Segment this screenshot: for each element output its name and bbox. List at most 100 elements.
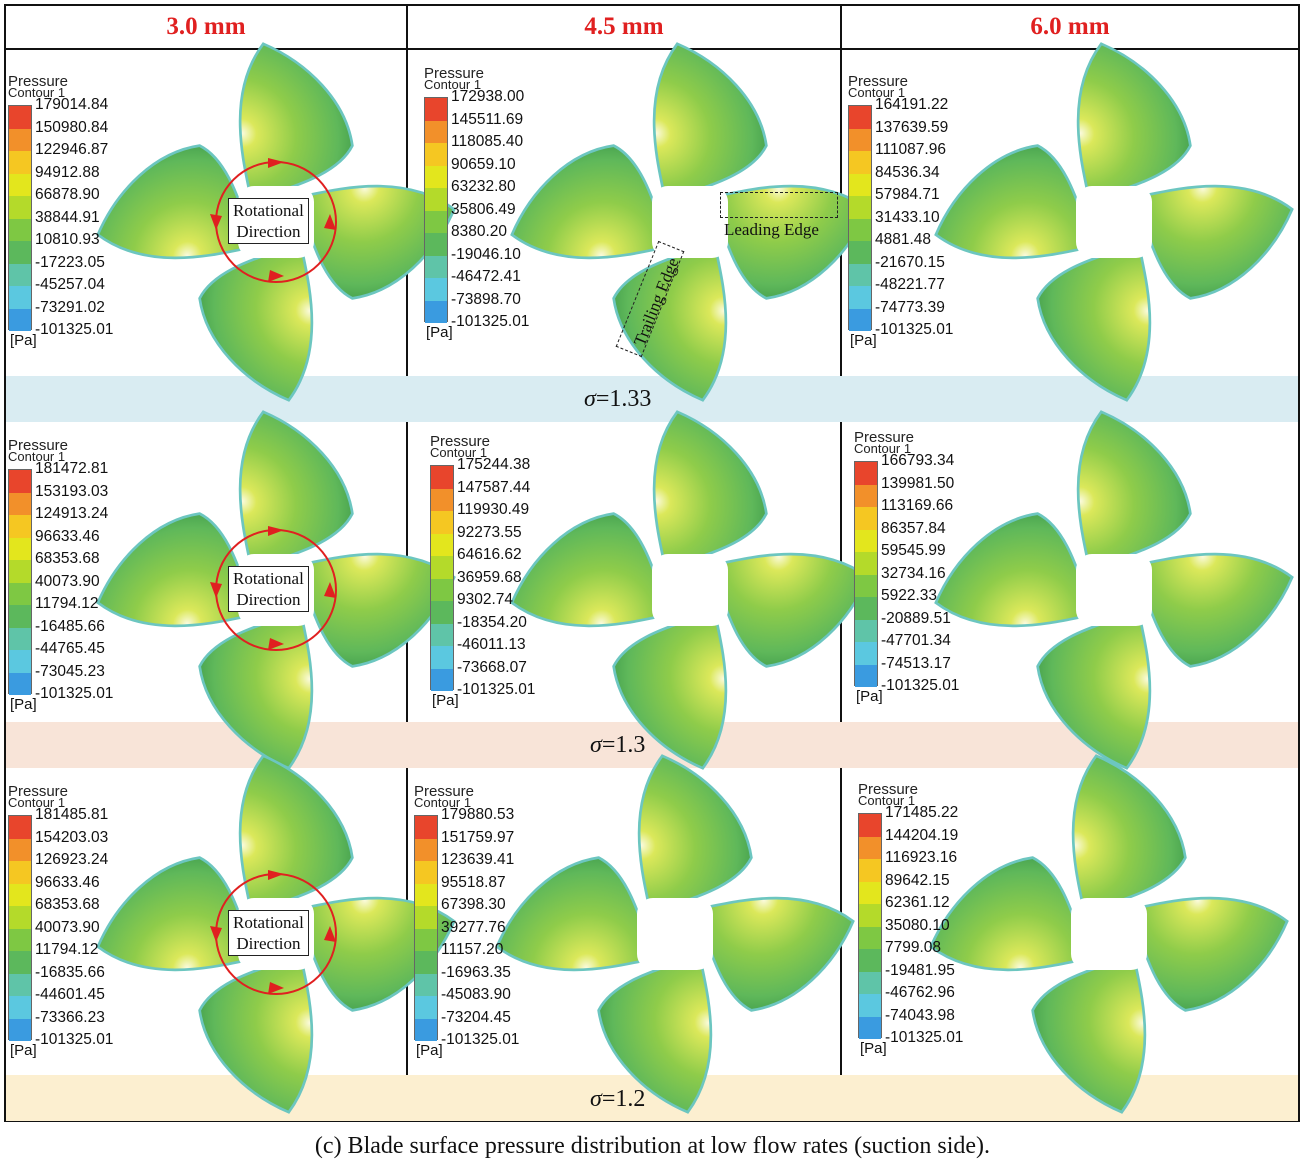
legend-tick-label: -73045.23 [35, 662, 105, 680]
legend-tick-label: -45257.04 [35, 276, 105, 293]
sigma-label-row2: σ=1.3 [590, 732, 646, 758]
legend-tick-label: -19046.10 [451, 245, 521, 263]
legend-tick-label: 123639.41 [441, 851, 515, 868]
blade-4 [510, 512, 667, 628]
legend-swatch [9, 286, 31, 309]
legend-swatch [9, 106, 31, 129]
legend-swatch [855, 507, 877, 530]
blade-2 [299, 552, 456, 668]
legend-swatch [9, 582, 31, 605]
rotation-arrow-circle [210, 870, 337, 995]
legend-title: Pressure [8, 783, 69, 800]
legend-swatch [425, 300, 447, 323]
legend-tick-label: -101325.01 [441, 1031, 520, 1048]
legend-swatch [415, 1018, 437, 1041]
legend-swatch [9, 470, 31, 493]
header-divider [6, 48, 1298, 50]
legend-swatch [415, 838, 437, 861]
blade-4 [510, 144, 667, 260]
legend-swatch [849, 106, 871, 129]
legend-tick-label: 92273.55 [457, 523, 522, 541]
blade-3 [1036, 613, 1152, 770]
blade-3 [198, 245, 314, 402]
legend-tick-label: 119930.49 [457, 501, 530, 518]
contour-cell-r2-c1: Pressure Contour 1 181472.81 153193.03 12491… [6, 410, 456, 770]
legend-swatch [9, 861, 31, 884]
legend-tick-label: -44601.45 [35, 986, 105, 1003]
legend-tick-label: 32734.16 [881, 564, 946, 582]
legend-swatch [425, 120, 447, 143]
legend-tick-label: -20889.51 [881, 609, 951, 627]
blade-3 [612, 613, 728, 770]
legend-swatch [431, 511, 453, 534]
blade-4 [929, 856, 1086, 972]
legend-tick-label: 118085.40 [451, 133, 524, 150]
legend-tick-label: -17223.05 [35, 253, 105, 271]
legend-tick-label: 11794.12 [35, 941, 99, 958]
blade-1 [652, 410, 768, 567]
legend-tick-label: 150980.84 [35, 118, 109, 136]
legend-colorbar [854, 461, 878, 687]
legend-title: Pressure [848, 73, 909, 90]
legend-tick-label: -74773.39 [875, 298, 945, 316]
legend-tick-label: 59545.99 [881, 542, 946, 559]
legend-tick-label: 90659.10 [451, 155, 516, 173]
legend-swatch [425, 143, 447, 166]
legend-tick-label: 116923.16 [885, 849, 958, 866]
legend-swatch [425, 188, 447, 211]
legend-swatch [855, 664, 877, 687]
propeller-contour-plot [510, 410, 870, 770]
legend-tick-label: 126923.24 [35, 851, 109, 868]
legend-swatch [431, 533, 453, 556]
legend-tick-label: -73291.02 [35, 298, 105, 316]
column-header-4-5mm: 4.5 mm [584, 13, 664, 40]
legend-swatch [859, 949, 881, 972]
propeller-contour-plot [929, 754, 1289, 1114]
blade-4 [96, 512, 253, 628]
legend-tick-label: 139981.50 [881, 474, 955, 492]
legend-subtitle: Contour 1 [848, 85, 906, 100]
legend-tick-label: -47701.34 [881, 632, 951, 649]
legend-tick-label: 57984.71 [875, 186, 940, 203]
legend-tick-label: -101325.01 [457, 681, 536, 698]
legend-tick-label: 137639.59 [875, 118, 949, 136]
blade-3 [612, 245, 728, 402]
legend-tick-label: 40073.90 [35, 572, 100, 590]
blade-2 [713, 184, 870, 300]
legend-tick-label: -73204.45 [441, 1008, 511, 1026]
hub-opening [637, 898, 713, 970]
legend-swatch [9, 515, 31, 538]
legend-tick-label: 144204.19 [885, 826, 959, 844]
legend-tick-label: -46011.13 [457, 636, 526, 653]
rotation-direction-label: Rotational Direction [228, 566, 309, 612]
legend-swatch [431, 646, 453, 669]
blade-1 [1076, 410, 1192, 567]
legend-unit: [Pa] [416, 1042, 443, 1059]
sigma-label-row3: σ=1.2 [590, 1086, 646, 1112]
legend-swatch [9, 173, 31, 196]
legend-tick-label: 64616.62 [457, 546, 522, 563]
legend-tick-label: -101325.01 [881, 677, 960, 694]
legend-swatch [9, 816, 31, 839]
legend-swatch [415, 883, 437, 906]
legend-unit: [Pa] [426, 324, 453, 341]
blade-2 [713, 552, 870, 668]
contour-cell-r1-c1: Pressure Contour 1 179014.84 150980.84 12294… [6, 42, 456, 402]
blade-4 [96, 144, 253, 260]
legend-title: Pressure [858, 781, 919, 798]
blade-2 [1132, 896, 1289, 1012]
legend-tick-label: 89642.15 [885, 871, 950, 889]
legend-tick-label: 151759.97 [441, 828, 515, 846]
legend-unit: [Pa] [860, 1040, 887, 1057]
legend-swatch [415, 906, 437, 929]
legend-colorbar [430, 465, 454, 691]
legend-tick-label: 122946.87 [35, 141, 109, 158]
legend-swatch [415, 996, 437, 1019]
blade-2 [698, 896, 855, 1012]
legend-subtitle: Contour 1 [858, 793, 916, 808]
hub-opening [1076, 186, 1152, 258]
legend-tick-label: -74043.98 [885, 1006, 955, 1024]
legend-tick-label: -101325.01 [451, 313, 530, 330]
legend-swatch [859, 926, 881, 949]
blade-4 [96, 856, 253, 972]
